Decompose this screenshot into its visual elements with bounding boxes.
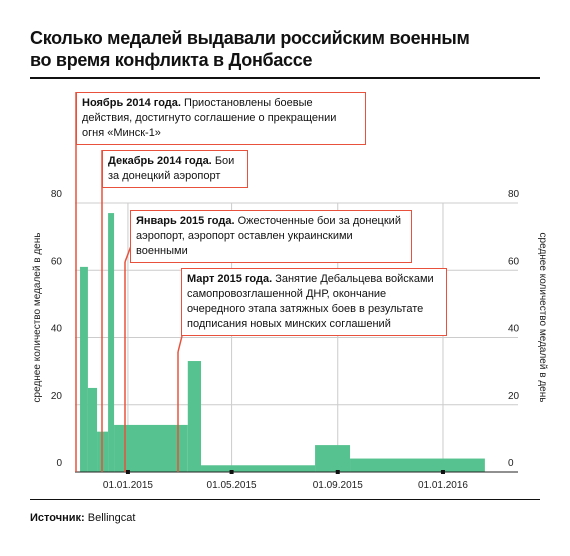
annotation: Декабрь 2014 года. Бои за донецкий аэроп…: [102, 150, 248, 188]
bar: [87, 387, 98, 472]
annotation-text: Ожесточенные бои за донецкий аэропорт, а…: [136, 215, 401, 257]
annotation-pointer: [177, 335, 183, 353]
y-tick-label: 60: [508, 256, 520, 267]
annotation-title: Ноябрь 2014 года.: [82, 97, 181, 109]
bar: [114, 424, 188, 472]
rule: [30, 77, 540, 79]
annotation-title: Март 2015 года.: [187, 273, 273, 285]
x-tick-label: 01.01.2016: [418, 480, 468, 491]
annotation-title: Декабрь 2014 года.: [108, 155, 212, 167]
x-tick: [229, 470, 234, 474]
y-axis-label: среднее количество медалей в день: [32, 233, 43, 403]
annotation-text: Приостановлены боевые действия, достигну…: [82, 97, 337, 139]
y-tick-label: 20: [508, 391, 520, 402]
title-line: во время конфликта в Донбассе: [30, 50, 313, 70]
y-tick-label: 60: [51, 256, 63, 267]
y-tick-label: 0: [508, 458, 514, 469]
bar: [201, 465, 316, 472]
y-tick-label: 80: [508, 189, 520, 200]
y-tick-label: 20: [51, 391, 63, 402]
y-tick-label: 40: [508, 324, 520, 335]
rule: [30, 499, 540, 500]
annotation-title: Январь 2015 года.: [136, 215, 235, 227]
x-tick: [125, 470, 130, 474]
bar: [108, 213, 115, 472]
x-tick-label: 01.01.2015: [103, 480, 153, 491]
y-tick-label: 0: [56, 458, 62, 469]
annotation-text: Занятие Дебальцева войсками самопровозгл…: [187, 273, 434, 330]
title-line: Сколько медалей выдавали российским воен…: [30, 28, 470, 48]
x-tick-label: 01.05.2015: [207, 480, 257, 491]
y-tick-label: 80: [51, 189, 63, 200]
annotation: Ноябрь 2014 года. Приостановлены боевые …: [76, 92, 366, 145]
source: Источник: Bellingcat: [30, 512, 135, 524]
x-tick: [440, 470, 445, 474]
x-tick-label: 01.09.2015: [313, 480, 363, 491]
annotation-text: Бои за донецкий аэропорт: [108, 155, 235, 182]
bar: [315, 445, 351, 472]
source-text: Bellingcat: [87, 512, 136, 524]
annotation: Март 2015 года. Занятие Дебальцева войск…: [181, 268, 447, 336]
bar: [350, 458, 485, 472]
bar: [187, 361, 202, 472]
x-tick: [335, 470, 340, 474]
y-axis-label: среднее количество медалей в день: [537, 233, 548, 403]
annotation: Январь 2015 года. Ожесточенные бои за до…: [130, 210, 412, 263]
y-tick-label: 40: [51, 324, 63, 335]
source-label: Источник:: [30, 512, 85, 524]
bar: [80, 266, 88, 472]
